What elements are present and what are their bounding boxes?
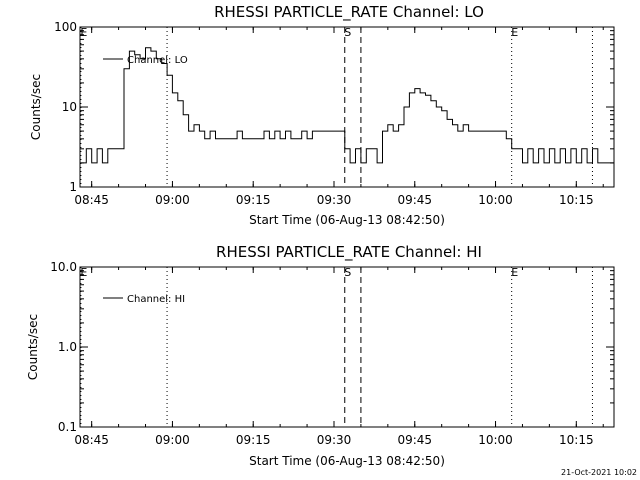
x-tick-label: 09:30: [317, 433, 352, 447]
chart-title: RHESSI PARTICLE_RATE Channel: LO: [214, 3, 484, 22]
x-tick-label: 09:00: [155, 433, 190, 447]
x-tick-label: 09:30: [317, 193, 352, 207]
x-tick-label: 09:15: [236, 193, 271, 207]
event-marker-label: E: [511, 26, 518, 39]
x-tick-label: 09:45: [397, 433, 432, 447]
event-marker-label: E: [511, 266, 518, 279]
chart-title: RHESSI PARTICLE_RATE Channel: HI: [216, 243, 482, 262]
event-marker-label: E: [80, 266, 87, 279]
event-marker-label: S: [344, 266, 351, 279]
x-tick-label: 08:45: [74, 433, 109, 447]
x-tick-label: 10:00: [478, 193, 513, 207]
series-line: [80, 47, 614, 164]
y-tick-label: 10.0: [50, 260, 77, 274]
y-tick-label: 10: [62, 100, 77, 114]
plot-frame: [79, 266, 615, 428]
x-tick-label: 08:45: [74, 193, 109, 207]
y-axis-label: Counts/sec: [29, 74, 43, 140]
y-tick-label: 1.0: [58, 340, 77, 354]
x-axis-label: Start Time (06-Aug-13 08:42:50): [249, 213, 445, 227]
timestamp: 21-Oct-2021 10:02: [561, 468, 637, 477]
x-tick-label: 10:15: [559, 433, 594, 447]
x-tick-label: 09:15: [236, 433, 271, 447]
x-tick-label: 10:15: [559, 193, 594, 207]
x-tick-label: 10:00: [478, 433, 513, 447]
x-tick-label: 09:45: [397, 193, 432, 207]
x-tick-label: 09:00: [155, 193, 190, 207]
event-marker-label: E: [80, 26, 87, 39]
legend-label: Channel: HI: [127, 294, 185, 305]
legend: Channel: LO: [103, 55, 188, 66]
legend-label: Channel: LO: [127, 55, 188, 66]
legend: Channel: HI: [103, 294, 185, 305]
event-marker-label: S: [344, 26, 351, 39]
chart-panel-hi: RHESSI PARTICLE_RATE Channel: HI Counts/…: [26, 243, 615, 468]
y-tick-label: 100: [54, 20, 77, 34]
y-tick-label: 1: [69, 180, 77, 194]
y-tick-label: 0.1: [58, 420, 77, 434]
x-axis-label: Start Time (06-Aug-13 08:42:50): [249, 454, 445, 468]
y-axis-label: Counts/sec: [26, 314, 40, 380]
chart-panel-lo: RHESSI PARTICLE_RATE Channel: LO Counts/…: [29, 3, 615, 227]
